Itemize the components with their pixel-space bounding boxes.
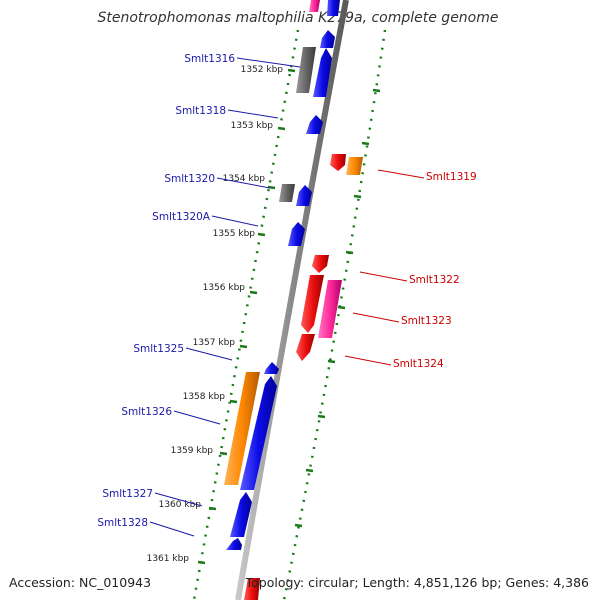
- tick-label: 1352 kbp: [241, 65, 284, 75]
- gene-label-smlt1326[interactable]: Smlt1326: [121, 406, 172, 418]
- left-gene-labels: [149, 57, 301, 537]
- gene-feature[interactable]: [240, 376, 277, 490]
- tick-label: 1358 kbp: [183, 392, 226, 402]
- left-tick-rail: [192, 29, 300, 600]
- gene-label-smlt1325[interactable]: Smlt1325: [133, 343, 184, 355]
- tick-dashes: [197, 68, 381, 565]
- gene-label-smlt1319[interactable]: Smlt1319: [426, 171, 477, 183]
- gene-feature[interactable]: [346, 157, 363, 175]
- gene-feature[interactable]: [279, 184, 295, 202]
- gene-label-smlt1322[interactable]: Smlt1322: [409, 274, 460, 286]
- gene-label-smlt1328[interactable]: Smlt1328: [97, 517, 148, 529]
- gene-feature[interactable]: [313, 48, 332, 97]
- gene-feature[interactable]: [288, 222, 305, 246]
- tick-label: 1353 kbp: [231, 121, 274, 131]
- genome-backbone: [235, 0, 349, 600]
- tick-label: 1356 kbp: [203, 283, 246, 293]
- map-title: Stenotrophomonas maltophilia K279a, comp…: [98, 10, 499, 26]
- gene-feature[interactable]: [309, 0, 320, 12]
- gene-feature[interactable]: [301, 275, 324, 333]
- tick-label: 1360 kbp: [159, 500, 202, 510]
- gene-feature[interactable]: [230, 492, 252, 537]
- accession-text: Accession: NC_010943: [9, 575, 151, 590]
- gene-label-smlt1327[interactable]: Smlt1327: [102, 488, 153, 500]
- gene-label-smlt1324[interactable]: Smlt1324: [393, 358, 444, 370]
- left-label-texts: Smlt1316 Smlt1318 Smlt1320 Smlt1320A Sml…: [97, 53, 235, 529]
- gene-feature[interactable]: [327, 0, 340, 16]
- gene-feature[interactable]: [264, 362, 279, 374]
- tick-label: 1361 kbp: [147, 554, 190, 564]
- gene-feature[interactable]: [306, 115, 323, 134]
- gene-feature[interactable]: [244, 578, 260, 600]
- forward-strand-features: [224, 0, 340, 550]
- gene-label-smlt1320[interactable]: Smlt1320: [164, 173, 215, 185]
- tick-label: 1357 kbp: [193, 338, 236, 348]
- gene-label-smlt1320a[interactable]: Smlt1320A: [152, 211, 211, 223]
- gene-feature[interactable]: [296, 185, 312, 206]
- tick-label: 1354 kbp: [223, 174, 266, 184]
- gene-feature[interactable]: [224, 372, 260, 485]
- gene-feature[interactable]: [320, 30, 335, 48]
- right-gene-labels: [344, 169, 425, 366]
- gene-feature[interactable]: [296, 47, 316, 93]
- topology-text: Topology: circular; Length: 4,851,126 bp…: [245, 575, 589, 590]
- gene-feature[interactable]: [296, 334, 315, 361]
- gene-feature[interactable]: [318, 280, 342, 338]
- gene-feature[interactable]: [312, 255, 329, 273]
- tick-label: 1355 kbp: [213, 229, 256, 239]
- gene-feature[interactable]: [226, 538, 242, 550]
- tick-label: 1359 kbp: [171, 446, 214, 456]
- gene-label-smlt1318[interactable]: Smlt1318: [175, 105, 226, 117]
- gene-feature[interactable]: [330, 154, 346, 171]
- right-label-texts: Smlt1319 Smlt1322 Smlt1323 Smlt1324: [393, 171, 477, 370]
- gene-label-smlt1323[interactable]: Smlt1323: [401, 315, 452, 327]
- tick-labels: 1352 kbp 1353 kbp 1354 kbp 1355 kbp 1356…: [147, 65, 284, 564]
- gene-label-smlt1316[interactable]: Smlt1316: [184, 53, 235, 65]
- reverse-strand-features: [244, 154, 363, 600]
